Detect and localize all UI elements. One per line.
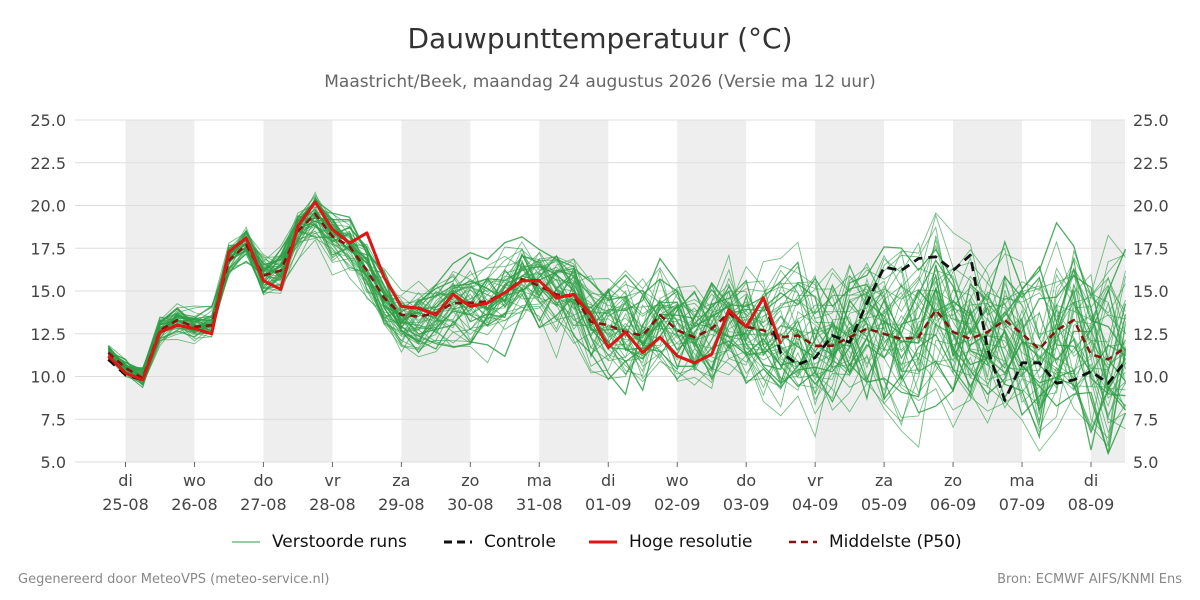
y-tick-label-right: 20.0 <box>1133 197 1169 216</box>
main-series <box>107 200 1127 402</box>
x-tick-date: 06-09 <box>930 495 977 514</box>
x-tick-day: wo <box>666 471 689 490</box>
x-tick-day: za <box>875 471 893 490</box>
ensemble-member-line <box>108 215 1126 388</box>
x-tick-day: do <box>736 471 756 490</box>
legend-line-green-icon <box>232 541 260 543</box>
ensemble-member-line <box>108 219 1126 424</box>
x-tick-date: 26-08 <box>171 495 218 514</box>
legend-line-red-icon <box>589 540 617 544</box>
x-tick-day: do <box>253 471 273 490</box>
y-tick-label-left: 7.5 <box>41 410 66 429</box>
ensemble-member-line <box>108 209 1126 384</box>
chart-subtitle: Maastricht/Beek, maandag 24 augustus 202… <box>324 72 876 92</box>
y-tick-label-left: 12.5 <box>30 325 66 344</box>
y-axis-right: 5.0 7.5 10.0 12.5 15.0 17.5 20.0 22.5 25.0 <box>1133 111 1169 472</box>
y-tick-label-right: 5.0 <box>1133 453 1158 472</box>
median-line <box>107 212 1127 380</box>
x-tick-date: 05-09 <box>861 495 908 514</box>
y-tick-label-left: 10.0 <box>30 368 66 387</box>
ensemble-member-line <box>107 195 1126 423</box>
y-tick-label-left: 5.0 <box>41 453 66 472</box>
x-tick-date: 01-09 <box>585 495 632 514</box>
y-tick-label-right: 10.0 <box>1133 368 1169 387</box>
x-tick-date: 25-08 <box>102 495 149 514</box>
y-tick-label-right: 25.0 <box>1133 111 1169 130</box>
legend-item-median[interactable]: Middelste (P50) <box>789 528 962 556</box>
x-tick-date: 30-08 <box>447 495 494 514</box>
ensemble-member-line <box>108 209 1126 407</box>
y-axis-left: 5.0 7.5 10.0 12.5 15.0 17.5 20.0 22.5 25.0 <box>30 111 66 472</box>
y-tick-label-right: 12.5 <box>1133 325 1169 344</box>
chart-title: Dauwpunttemperatuur (°C) <box>407 22 793 55</box>
y-tick-label-right: 7.5 <box>1133 410 1158 429</box>
footer-source: Bron: ECMWF AIFS/KNMI Ens <box>997 572 1182 587</box>
x-tick-day: di <box>118 471 133 490</box>
x-tick-date: 29-08 <box>378 495 425 514</box>
ensemble-members <box>107 191 1127 456</box>
ensemble-member-line <box>107 215 1127 454</box>
legend: Verstoorde runs Controle Hoge resolutie … <box>0 528 1200 556</box>
y-tick-label-left: 22.5 <box>30 154 66 173</box>
y-tick-label-left: 20.0 <box>30 197 66 216</box>
ensemble-member-line <box>107 229 1126 401</box>
x-tick-date: 27-08 <box>240 495 287 514</box>
x-tick-day: za <box>392 471 410 490</box>
x-tick-day: di <box>1084 471 1099 490</box>
y-tick-label-right: 22.5 <box>1133 154 1169 173</box>
x-tick-date: 08-09 <box>1068 495 1115 514</box>
legend-line-black-dashed-icon <box>444 540 472 544</box>
x-tick-day: wo <box>183 471 206 490</box>
legend-label-median: Middelste (P50) <box>829 532 962 552</box>
legend-item-control[interactable]: Controle <box>444 528 556 556</box>
y-tick-label-left: 17.5 <box>30 239 66 258</box>
x-axis: di 25-08 wo 26-08 do 27-08 vr 28-08 za 29-08 zo 30-… <box>102 462 1114 514</box>
y-tick-label-left: 15.0 <box>30 282 66 301</box>
x-tick-date: 28-08 <box>309 495 356 514</box>
footer-generator: Gegenereerd door MeteoVPS (meteo-service… <box>18 572 330 587</box>
hires-line <box>107 200 783 382</box>
legend-line-darkred-dashed-icon <box>789 540 817 544</box>
legend-label-control: Controle <box>484 532 556 552</box>
legend-item-members[interactable]: Verstoorde runs <box>232 528 407 556</box>
ensemble-member-line <box>107 226 1126 446</box>
x-tick-date: 02-09 <box>654 495 701 514</box>
x-tick-date: 07-09 <box>999 495 1046 514</box>
legend-label-hires: Hoge resolutie <box>629 532 753 552</box>
x-tick-day: ma <box>1009 471 1034 490</box>
x-tick-day: di <box>601 471 616 490</box>
ensemble-member-line <box>107 216 1126 409</box>
x-tick-day: zo <box>944 471 962 490</box>
ensemble-member-line <box>107 206 1126 400</box>
x-tick-day: zo <box>461 471 479 490</box>
y-tick-label-right: 15.0 <box>1133 282 1169 301</box>
x-tick-day: vr <box>324 471 340 490</box>
x-tick-day: ma <box>527 471 552 490</box>
ensemble-member-line <box>107 201 1127 435</box>
ensemble-member-line <box>108 200 1126 431</box>
ensemble-member-line <box>108 197 1126 438</box>
x-tick-day: vr <box>807 471 823 490</box>
legend-label-members: Verstoorde runs <box>272 532 407 552</box>
x-tick-date: 03-09 <box>723 495 770 514</box>
legend-item-hires[interactable]: Hoge resolutie <box>589 528 753 556</box>
x-tick-date: 04-09 <box>792 495 839 514</box>
ensemble-member-line <box>107 194 1126 381</box>
x-tick-date: 31-08 <box>516 495 563 514</box>
y-tick-label-left: 25.0 <box>30 111 66 130</box>
y-tick-label-right: 17.5 <box>1133 239 1169 258</box>
